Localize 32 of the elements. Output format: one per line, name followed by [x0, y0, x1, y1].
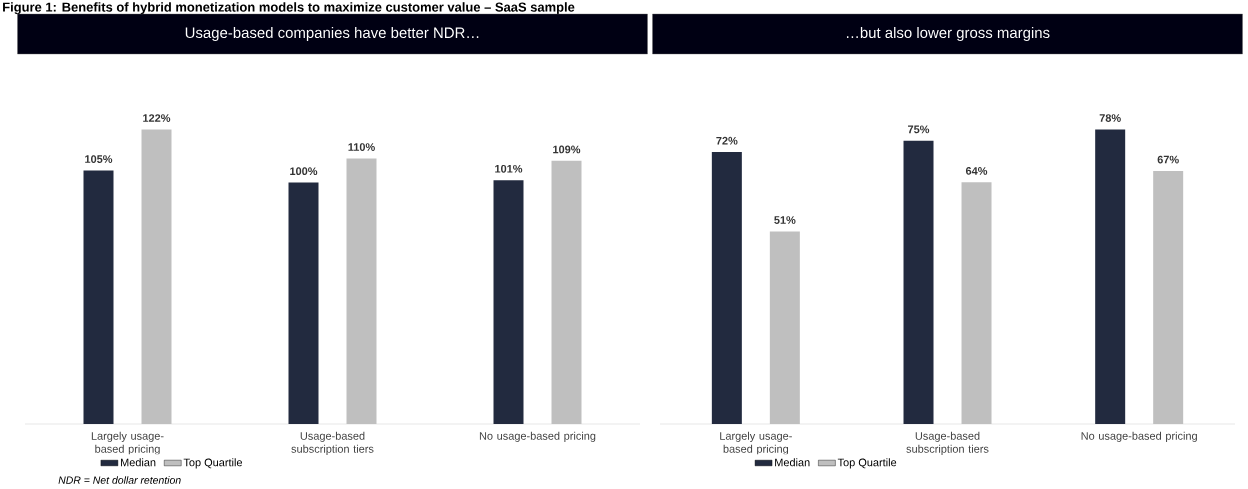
legend-label: Top Quartile	[837, 458, 897, 469]
data-label: 64%	[965, 167, 988, 175]
legend-label: Median	[121, 458, 156, 467]
data-label: 101%	[495, 164, 523, 173]
x-tick-label: Usage-based subscription tiers	[906, 431, 989, 455]
data-label: 75%	[908, 125, 930, 134]
bar	[711, 152, 742, 424]
data-label: 72%	[716, 136, 738, 145]
text: NDR = Net dollar retention	[58, 476, 181, 484]
caption: Figure 1: Benefits of hybrid monetization models to maximize customer value – SaaS sample	[3, 2, 575, 15]
legend-label: Median	[775, 458, 810, 467]
data-label: 122%	[143, 114, 171, 122]
chart-title: Usage-based companies have better NDR…	[185, 27, 479, 41]
x-tick-label: No usage-based pricing	[479, 431, 596, 442]
bar	[493, 180, 524, 424]
data-label: 105%	[85, 155, 113, 163]
bar	[83, 170, 114, 424]
x-tick-label: Usage-based subscription tiers	[291, 431, 374, 455]
chart-title: …but also lower gross margins	[846, 27, 1050, 41]
bar	[1095, 129, 1126, 424]
x-tick-label: Largely usage-based pricing	[720, 431, 792, 455]
data-label: 100%	[290, 167, 318, 176]
bar	[903, 140, 934, 424]
data-label: 110%	[348, 143, 375, 151]
data-label: 67%	[1157, 155, 1179, 164]
data-label: 109%	[553, 145, 581, 154]
data-label: 78%	[1099, 114, 1121, 122]
x-tick-label: No usage-based pricing	[1081, 431, 1197, 442]
bar	[288, 182, 319, 424]
x-tick-label: Largely usage-based pricing	[91, 431, 164, 455]
data-label: 51%	[774, 216, 796, 224]
legend-label: Top Quartile	[183, 458, 243, 469]
